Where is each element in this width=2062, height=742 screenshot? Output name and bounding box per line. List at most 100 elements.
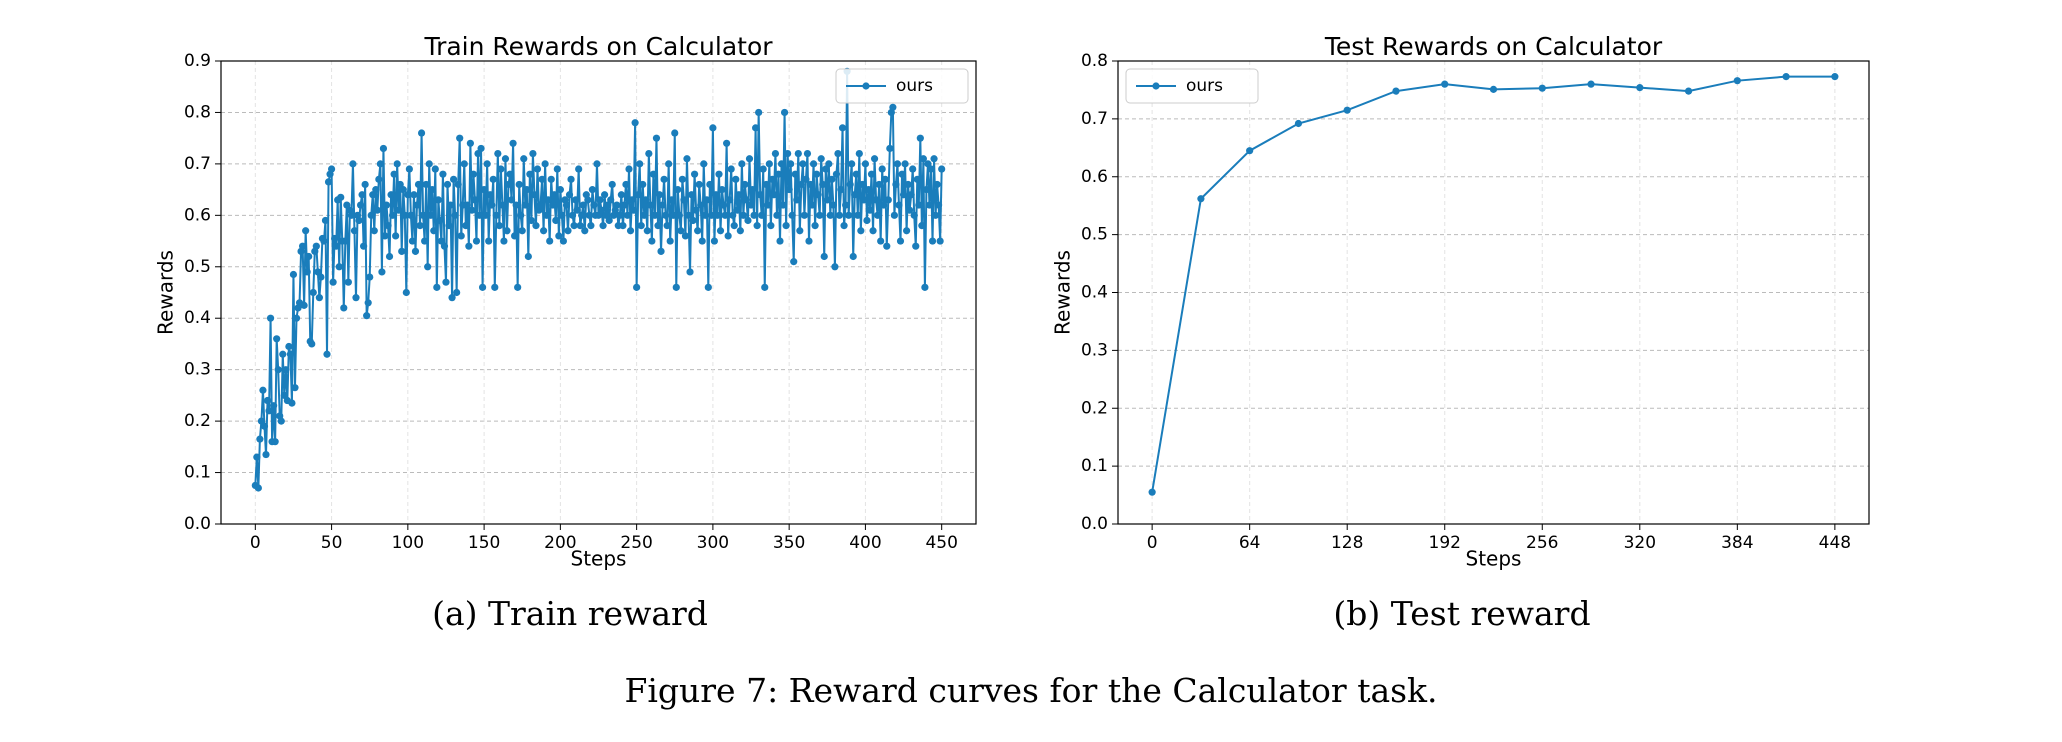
data-point	[927, 165, 935, 173]
data-point	[539, 227, 548, 235]
y-tick-label: 0.9	[184, 51, 211, 71]
data-point	[518, 227, 526, 235]
data-point	[588, 186, 596, 194]
data-point	[299, 242, 307, 250]
data-point	[288, 399, 296, 407]
data-point	[421, 237, 429, 245]
data-point	[700, 160, 708, 168]
data-point	[436, 216, 444, 225]
y-tick-label: 0.0	[1081, 514, 1108, 534]
data-point	[802, 175, 810, 183]
data-point	[834, 150, 842, 158]
data-point	[445, 222, 453, 230]
data-point	[874, 211, 882, 219]
data-point	[901, 160, 909, 168]
data-point	[762, 180, 770, 189]
data-point	[875, 180, 883, 189]
data-point	[373, 206, 381, 214]
data-point	[777, 160, 786, 168]
data-point	[492, 211, 500, 219]
data-point	[881, 175, 889, 183]
data-point	[1587, 80, 1595, 88]
data-point	[755, 108, 763, 117]
y-tick-label: 0.1	[184, 463, 211, 483]
data-point	[515, 180, 523, 189]
data-point	[1148, 488, 1156, 496]
data-point	[414, 180, 423, 189]
data-point	[808, 201, 816, 209]
y-axis-label: Rewards	[154, 250, 178, 335]
data-point	[675, 211, 683, 219]
data-point	[500, 237, 508, 245]
data-point	[495, 222, 503, 230]
data-point	[828, 175, 836, 183]
data-point	[440, 242, 449, 250]
data-point	[256, 435, 264, 443]
data-point	[552, 216, 560, 225]
data-point	[302, 227, 310, 235]
data-point	[764, 201, 772, 209]
data-point	[576, 222, 584, 230]
y-axis-label: Rewards	[1051, 250, 1075, 335]
data-point	[501, 155, 510, 163]
data-point	[599, 222, 607, 230]
data-point	[511, 232, 519, 240]
data-point	[382, 201, 391, 209]
data-point	[870, 155, 879, 163]
data-point	[645, 150, 653, 158]
data-point	[756, 191, 764, 199]
data-point	[640, 211, 648, 219]
data-point	[852, 170, 860, 178]
data-point	[776, 237, 784, 245]
data-point	[538, 175, 546, 183]
data-point	[453, 288, 461, 297]
data-point	[785, 186, 793, 194]
data-point	[799, 160, 807, 168]
y-tick-label: 0.3	[1081, 340, 1108, 360]
x-tick-label: 192	[1429, 533, 1461, 553]
data-point	[826, 211, 834, 219]
x-tick-label: 0	[250, 533, 261, 553]
data-point	[861, 160, 870, 168]
legend-label: ours	[1186, 76, 1223, 96]
data-point	[674, 186, 682, 194]
data-point	[568, 211, 577, 219]
data-point	[811, 222, 819, 230]
data-point	[825, 160, 833, 168]
data-point	[556, 186, 564, 194]
data-point	[820, 252, 828, 261]
data-point	[782, 222, 790, 230]
data-point	[393, 160, 401, 168]
data-point	[872, 196, 880, 204]
data-point	[692, 206, 700, 214]
data-point	[669, 211, 677, 219]
data-point	[282, 366, 290, 374]
data-point	[253, 453, 261, 461]
data-point	[878, 165, 886, 173]
data-point	[361, 180, 369, 189]
data-point	[741, 180, 749, 189]
y-tick-label: 0.0	[184, 514, 211, 534]
data-point	[341, 237, 349, 245]
data-point	[524, 252, 532, 261]
data-point	[273, 335, 281, 343]
data-point	[877, 237, 885, 245]
data-point	[530, 191, 539, 199]
data-point	[697, 201, 705, 209]
data-point	[404, 191, 412, 199]
data-point	[787, 160, 795, 168]
data-point	[399, 186, 407, 194]
data-point	[520, 155, 528, 163]
data-point	[695, 180, 703, 189]
data-point	[471, 196, 479, 204]
data-point	[503, 227, 511, 235]
data-point	[718, 186, 726, 194]
data-point	[904, 180, 912, 189]
data-point	[300, 301, 308, 309]
data-point	[597, 206, 606, 214]
data-point	[906, 206, 914, 214]
data-point	[863, 216, 871, 225]
data-point	[732, 175, 740, 183]
data-point	[1197, 195, 1205, 203]
data-point	[721, 211, 729, 219]
